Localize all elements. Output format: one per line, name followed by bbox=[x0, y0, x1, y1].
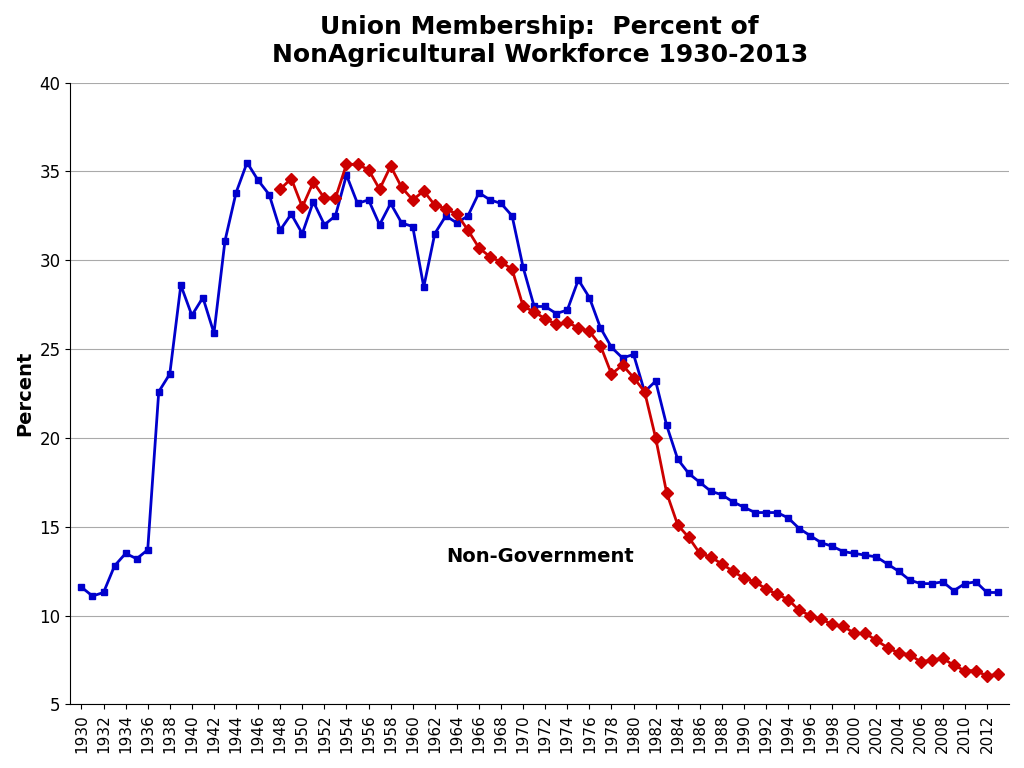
Title: Union Membership:  Percent of
NonAgricultural Workforce 1930-2013: Union Membership: Percent of NonAgricult… bbox=[271, 15, 808, 67]
Y-axis label: Percent: Percent bbox=[15, 351, 34, 436]
Text: Non-Government: Non-Government bbox=[445, 548, 634, 566]
